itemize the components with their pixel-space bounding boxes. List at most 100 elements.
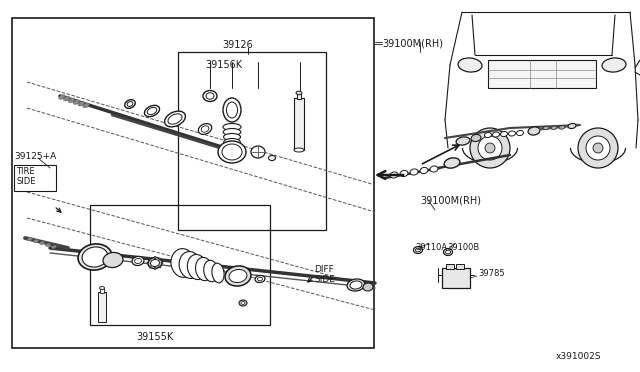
Bar bbox=[488, 60, 596, 88]
Ellipse shape bbox=[33, 239, 38, 243]
Ellipse shape bbox=[132, 256, 144, 266]
Ellipse shape bbox=[206, 93, 214, 99]
Ellipse shape bbox=[516, 131, 524, 135]
Ellipse shape bbox=[125, 100, 135, 108]
Ellipse shape bbox=[350, 281, 362, 289]
Ellipse shape bbox=[500, 131, 508, 137]
Text: 39785: 39785 bbox=[478, 269, 504, 278]
Text: TIRE
SIDE: TIRE SIDE bbox=[16, 167, 35, 186]
Ellipse shape bbox=[198, 124, 212, 134]
Ellipse shape bbox=[168, 114, 182, 124]
Text: DIFF: DIFF bbox=[314, 265, 333, 274]
Ellipse shape bbox=[347, 279, 365, 291]
Circle shape bbox=[159, 258, 161, 260]
Ellipse shape bbox=[551, 126, 557, 129]
Text: 39155K: 39155K bbox=[136, 332, 173, 342]
Ellipse shape bbox=[73, 100, 80, 105]
Text: 39100B: 39100B bbox=[447, 243, 479, 252]
Ellipse shape bbox=[219, 147, 225, 151]
Circle shape bbox=[147, 262, 149, 264]
Ellipse shape bbox=[218, 141, 246, 163]
Ellipse shape bbox=[223, 98, 241, 122]
Ellipse shape bbox=[179, 251, 201, 279]
Circle shape bbox=[586, 136, 610, 160]
Ellipse shape bbox=[171, 248, 195, 278]
Ellipse shape bbox=[150, 260, 159, 266]
Ellipse shape bbox=[164, 111, 186, 127]
Bar bbox=[98, 292, 106, 322]
Ellipse shape bbox=[212, 263, 224, 283]
Ellipse shape bbox=[201, 126, 209, 132]
Ellipse shape bbox=[528, 127, 540, 135]
Circle shape bbox=[154, 257, 156, 259]
Ellipse shape bbox=[296, 91, 302, 95]
Ellipse shape bbox=[400, 170, 408, 177]
Ellipse shape bbox=[45, 243, 51, 247]
Ellipse shape bbox=[127, 102, 133, 106]
Ellipse shape bbox=[223, 134, 241, 141]
Ellipse shape bbox=[484, 132, 492, 138]
Circle shape bbox=[485, 143, 495, 153]
Ellipse shape bbox=[63, 96, 70, 101]
Ellipse shape bbox=[103, 253, 123, 267]
Ellipse shape bbox=[415, 248, 420, 252]
Ellipse shape bbox=[241, 301, 245, 305]
Ellipse shape bbox=[134, 259, 141, 263]
Ellipse shape bbox=[83, 103, 90, 108]
Ellipse shape bbox=[145, 105, 159, 117]
Ellipse shape bbox=[68, 98, 75, 103]
Text: x391002S: x391002S bbox=[556, 352, 602, 361]
Circle shape bbox=[149, 258, 151, 260]
Ellipse shape bbox=[224, 138, 240, 145]
Ellipse shape bbox=[148, 257, 162, 269]
Ellipse shape bbox=[269, 155, 275, 160]
Circle shape bbox=[154, 267, 156, 269]
Text: 39100M(RH): 39100M(RH) bbox=[420, 195, 481, 205]
Circle shape bbox=[159, 266, 161, 268]
Ellipse shape bbox=[52, 246, 56, 248]
Text: 39100M(RH): 39100M(RH) bbox=[382, 38, 443, 48]
Ellipse shape bbox=[225, 266, 251, 286]
Circle shape bbox=[593, 143, 603, 153]
Ellipse shape bbox=[390, 172, 398, 178]
Ellipse shape bbox=[493, 132, 499, 137]
Ellipse shape bbox=[445, 250, 451, 254]
Ellipse shape bbox=[559, 126, 565, 129]
Ellipse shape bbox=[226, 149, 231, 153]
Ellipse shape bbox=[229, 269, 247, 283]
Text: SIDE: SIDE bbox=[314, 275, 335, 284]
Bar bbox=[12, 18, 374, 348]
Ellipse shape bbox=[59, 94, 65, 99]
Bar bbox=[442, 268, 470, 288]
Ellipse shape bbox=[99, 286, 104, 289]
Ellipse shape bbox=[257, 277, 262, 281]
Ellipse shape bbox=[410, 169, 418, 175]
Ellipse shape bbox=[456, 137, 470, 145]
Bar bbox=[456, 264, 464, 269]
Bar bbox=[14, 165, 56, 191]
Ellipse shape bbox=[444, 158, 460, 168]
Ellipse shape bbox=[188, 254, 207, 279]
Circle shape bbox=[161, 262, 163, 264]
Ellipse shape bbox=[444, 248, 452, 256]
Ellipse shape bbox=[223, 148, 229, 153]
Ellipse shape bbox=[255, 275, 265, 283]
Ellipse shape bbox=[203, 90, 217, 102]
Ellipse shape bbox=[413, 247, 422, 253]
Ellipse shape bbox=[78, 244, 112, 270]
Bar bbox=[100, 288, 104, 293]
Bar bbox=[178, 52, 326, 230]
Ellipse shape bbox=[471, 134, 481, 142]
Circle shape bbox=[149, 266, 151, 268]
Ellipse shape bbox=[543, 126, 549, 130]
Ellipse shape bbox=[204, 260, 218, 282]
Ellipse shape bbox=[239, 300, 247, 306]
Text: 39110A: 39110A bbox=[415, 243, 447, 252]
Ellipse shape bbox=[430, 166, 438, 172]
Ellipse shape bbox=[251, 146, 265, 158]
Text: 39156K: 39156K bbox=[205, 60, 242, 70]
Circle shape bbox=[470, 128, 510, 168]
Text: 39126: 39126 bbox=[222, 40, 253, 50]
Bar bbox=[446, 264, 454, 269]
Ellipse shape bbox=[196, 257, 212, 280]
